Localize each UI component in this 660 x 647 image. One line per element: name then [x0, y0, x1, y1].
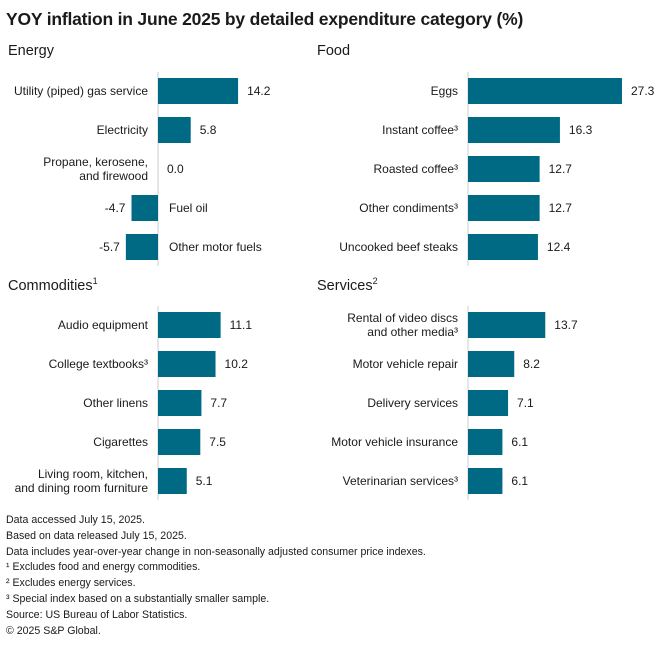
category-label: Propane, kerosene, and firewood	[43, 155, 148, 183]
category-label: Utility (piped) gas service	[14, 84, 148, 98]
value-label: 7.7	[210, 396, 227, 410]
bar	[468, 117, 560, 143]
value-label: 5.8	[200, 123, 217, 137]
category-label: Eggs	[431, 84, 458, 98]
panel-title-food: Food	[317, 41, 350, 59]
category-label: College textbooks³	[49, 357, 148, 371]
panel-title-text: Food	[317, 42, 351, 59]
note-description: Data includes year-over-year change in n…	[6, 545, 426, 558]
note-accessed: Data accessed July 15, 2025.	[6, 514, 145, 526]
panel-title-text: Services	[317, 277, 373, 294]
bar	[468, 312, 546, 338]
value-label: 13.7	[554, 318, 578, 332]
bar	[125, 234, 158, 260]
category-label: Living room, kitchen, and dining room fur…	[15, 467, 149, 495]
bar	[158, 351, 216, 377]
category-label: Veterinarian services³	[343, 474, 458, 488]
value-label: 6.1	[511, 474, 528, 488]
category-label: Instant coffee³	[382, 123, 458, 137]
value-label: 27.3	[631, 84, 655, 98]
value-label: 10.2	[225, 357, 249, 371]
bar	[468, 195, 540, 221]
panel-title-footnote: 2	[372, 276, 378, 286]
bar	[468, 234, 538, 260]
value-label: 11.1	[230, 318, 253, 332]
bar-chart-food: Eggs 27.3 Instant coffee³ 16.3 Roasted coffe…	[339, 72, 655, 266]
category-label: Roasted coffee³	[374, 162, 459, 176]
bar	[468, 468, 503, 494]
category-label: Other motor fuels	[169, 240, 262, 254]
bar	[468, 429, 503, 455]
panel-title-commodities: Commodities1	[8, 276, 98, 294]
value-label: 12.7	[549, 162, 573, 176]
value-label: -4.7	[105, 201, 126, 215]
bar	[158, 390, 202, 416]
source: Source: US Bureau of Labor Statistics.	[6, 608, 188, 621]
bar	[468, 78, 622, 104]
panel-title-footnote: 1	[92, 276, 98, 286]
value-label: 14.2	[247, 84, 271, 98]
footnote-3: ³ Special index based on a substantially…	[6, 592, 270, 605]
bar-chart-energy: Utility (piped) gas service 14.2 Electrici…	[14, 72, 271, 266]
category-label: Fuel oil	[169, 201, 208, 215]
value-label: 8.2	[523, 357, 540, 371]
category-label: Uncooked beef steaks	[339, 240, 458, 254]
category-label: Motor vehicle insurance	[331, 435, 458, 449]
panel-title-energy: Energy	[8, 41, 54, 59]
chart-title: YOY inflation in June 2025 by detailed e…	[6, 9, 524, 29]
category-label: Audio equipment	[58, 318, 149, 332]
value-label: 12.7	[549, 201, 573, 215]
category-label: Motor vehicle repair	[353, 357, 458, 371]
category-label: Rental of video discs and other media³	[347, 311, 458, 339]
value-label: 7.1	[517, 396, 534, 410]
value-label: 6.1	[511, 435, 528, 449]
bar	[158, 429, 201, 455]
category-label: Delivery services	[367, 396, 458, 410]
value-label: 5.1	[196, 474, 213, 488]
bar-chart-commodities: Audio equipment 11.1 College textbooks³ 10.…	[15, 306, 253, 500]
value-label: 0.0	[167, 162, 184, 176]
bar	[468, 156, 540, 182]
value-label: 16.3	[569, 123, 593, 137]
panel-title-services: Services2	[317, 276, 378, 294]
value-label: 7.5	[209, 435, 226, 449]
category-label: Electricity	[97, 123, 148, 137]
copyright: © 2025 S&P Global.	[6, 624, 101, 637]
bar	[158, 117, 191, 143]
bar-chart-services: Rental of video discs and other media³ 13.…	[331, 306, 578, 500]
panel-title-text: Commodities	[8, 277, 93, 294]
footnote-2: ² Excludes energy services.	[6, 577, 136, 590]
bar	[158, 312, 221, 338]
bar	[468, 351, 515, 377]
footnote-1: ¹ Excludes food and energy commodities.	[6, 561, 201, 574]
bar	[158, 78, 239, 104]
category-label: Other linens	[83, 396, 148, 410]
bar	[131, 195, 158, 221]
value-label: 12.4	[547, 240, 571, 254]
value-label: -5.7	[99, 240, 120, 254]
bar	[468, 390, 509, 416]
panel-title-text: Energy	[8, 42, 54, 59]
note-released: Based on data released July 15, 2025.	[6, 529, 187, 542]
category-label: Cigarettes	[93, 435, 148, 449]
category-label: Other condiments³	[359, 201, 458, 215]
footnotes: Data accessed July 15, 2025. Based on da…	[6, 513, 426, 639]
bar	[158, 468, 187, 494]
